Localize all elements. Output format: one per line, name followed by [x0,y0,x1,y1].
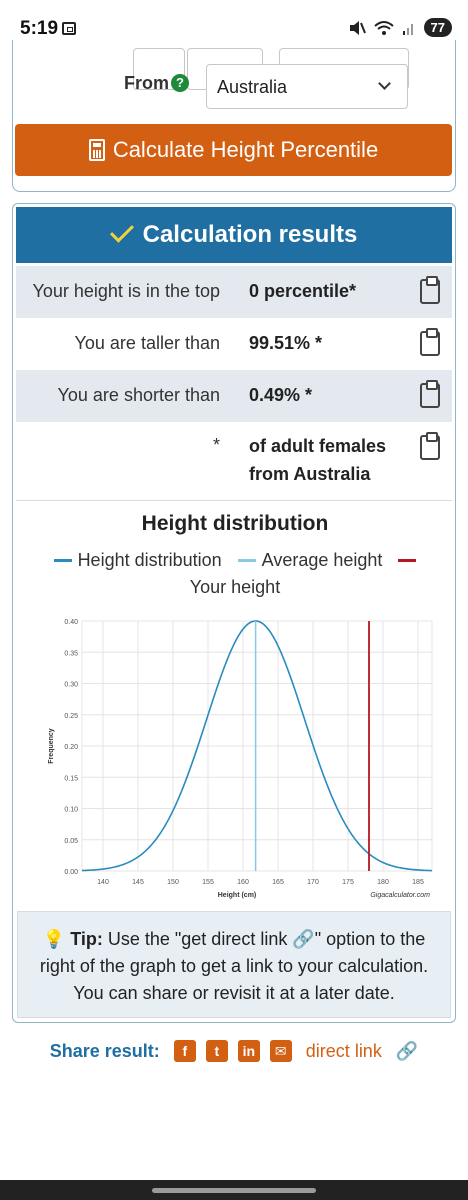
legend-swatch-distribution [53,559,72,562]
y-tick-label: 0.10 [64,807,78,814]
y-tick-label: 0.05 [64,838,78,845]
facebook-icon[interactable]: f [173,1040,196,1062]
y-tick-label: 0.40 [64,619,78,626]
x-tick-label: 185 [412,879,424,886]
result-row-shorter: You are shorter than 0.49% * [16,370,452,422]
chevron-down-icon [378,77,391,90]
row-label: Your height is in the top [32,281,220,301]
y-tick-label: 0.15 [64,775,78,782]
status-icons: 77 [348,18,452,37]
results-title: Calculation results [142,221,358,248]
result-row-percentile: Your height is in the top 0 percentile* [16,266,452,318]
row-value: 0 percentile* [249,281,357,301]
x-tick-label: 155 [202,879,214,886]
watermark: Gigacalculator.com [370,892,430,899]
clipboard-icon[interactable] [420,328,440,356]
clipboard-icon[interactable] [420,380,440,408]
chart-legend: Height distribution Average height Your … [13,550,457,598]
results-header: Calculation results [16,207,452,263]
x-tick-label: 175 [342,879,354,886]
country-select[interactable]: Australia [206,64,408,109]
y-axis-label: Frequency [48,728,55,764]
linkedin-icon[interactable]: in [237,1040,260,1062]
y-tick-label: 0.00 [64,869,78,876]
y-tick-label: 0.35 [64,650,78,657]
x-tick-label: 180 [377,879,389,886]
legend-item-your-height[interactable]: Your height [189,577,281,597]
legend-swatch-average [237,559,256,562]
link-icon[interactable]: 🔗 [395,1040,419,1061]
y-tick-label: 0.25 [64,713,78,720]
x-axis-label: Height (cm) [218,892,257,899]
row-value: 0.49% * [249,385,313,405]
results-card: Calculation results Your height is in th… [12,203,456,1023]
help-icon[interactable]: ? [171,74,189,92]
distribution-title: Height distribution [141,512,329,535]
twitter-icon[interactable]: t [205,1040,228,1062]
row-value: 99.51% * [249,333,323,353]
x-tick-label: 170 [307,879,319,886]
lightbulb-icon: 💡 [42,929,66,949]
result-row-footnote: * of adult females from Australia [16,422,452,500]
legend-swatch-yours [398,559,417,562]
row-label: You are shorter than [57,385,220,405]
mute-icon [349,20,366,35]
from-label: From [124,73,169,93]
direct-link[interactable]: direct link [305,1040,382,1061]
calculate-button-label: Calculate Height Percentile [112,137,379,162]
legend-item-distribution[interactable]: Height distribution [77,550,222,570]
legend-item-average[interactable]: Average height [261,550,383,570]
x-tick-label: 150 [167,879,179,886]
screenshot-icon [62,22,76,35]
share-row: Share result: f t in ✉ direct link 🔗 [0,1040,468,1062]
x-tick-label: 165 [272,879,284,886]
clipboard-icon[interactable] [420,432,440,460]
divider [16,500,452,501]
calculator-icon [88,139,105,161]
battery-indicator: 77 [423,18,452,37]
home-handle[interactable] [152,1188,316,1193]
wifi-icon [373,20,394,35]
link-icon: 🔗 [292,929,315,949]
country-value: Australia [217,77,288,97]
email-icon[interactable]: ✉ [269,1040,292,1062]
y-tick-label: 0.30 [64,682,78,689]
navigation-bar [0,1180,468,1200]
height-distribution-chart: 0.00 0.05 0.10 0.15 0.20 0.25 0.30 0.35 0.40 140 1… [48,619,433,899]
calculate-button[interactable]: Calculate Height Percentile [15,124,452,176]
clipboard-icon[interactable] [420,276,440,304]
x-tick-label: 145 [132,879,144,886]
status-time: 5:19 [20,18,59,39]
x-tick-label: 160 [237,879,249,886]
signal-icon [402,23,413,35]
distribution-curve [81,620,433,872]
tip-lead: Tip: [70,929,103,949]
y-tick-label: 0.20 [64,744,78,751]
result-row-taller: You are taller than 99.51% * [16,318,452,370]
check-icon [109,218,134,243]
row-label: * [212,435,220,455]
share-label: Share result: [49,1040,160,1061]
tip-box: 💡 Tip: Use the "get direct link 🔗" optio… [17,911,451,1018]
tip-text-before: Use the "get direct link [102,929,293,949]
row-label: You are taller than [74,333,220,353]
tip-text-after: " option to the right of the graph to ge… [39,929,429,1003]
x-tick-label: 140 [97,879,109,886]
row-value: of adult females from Australia [249,436,387,484]
